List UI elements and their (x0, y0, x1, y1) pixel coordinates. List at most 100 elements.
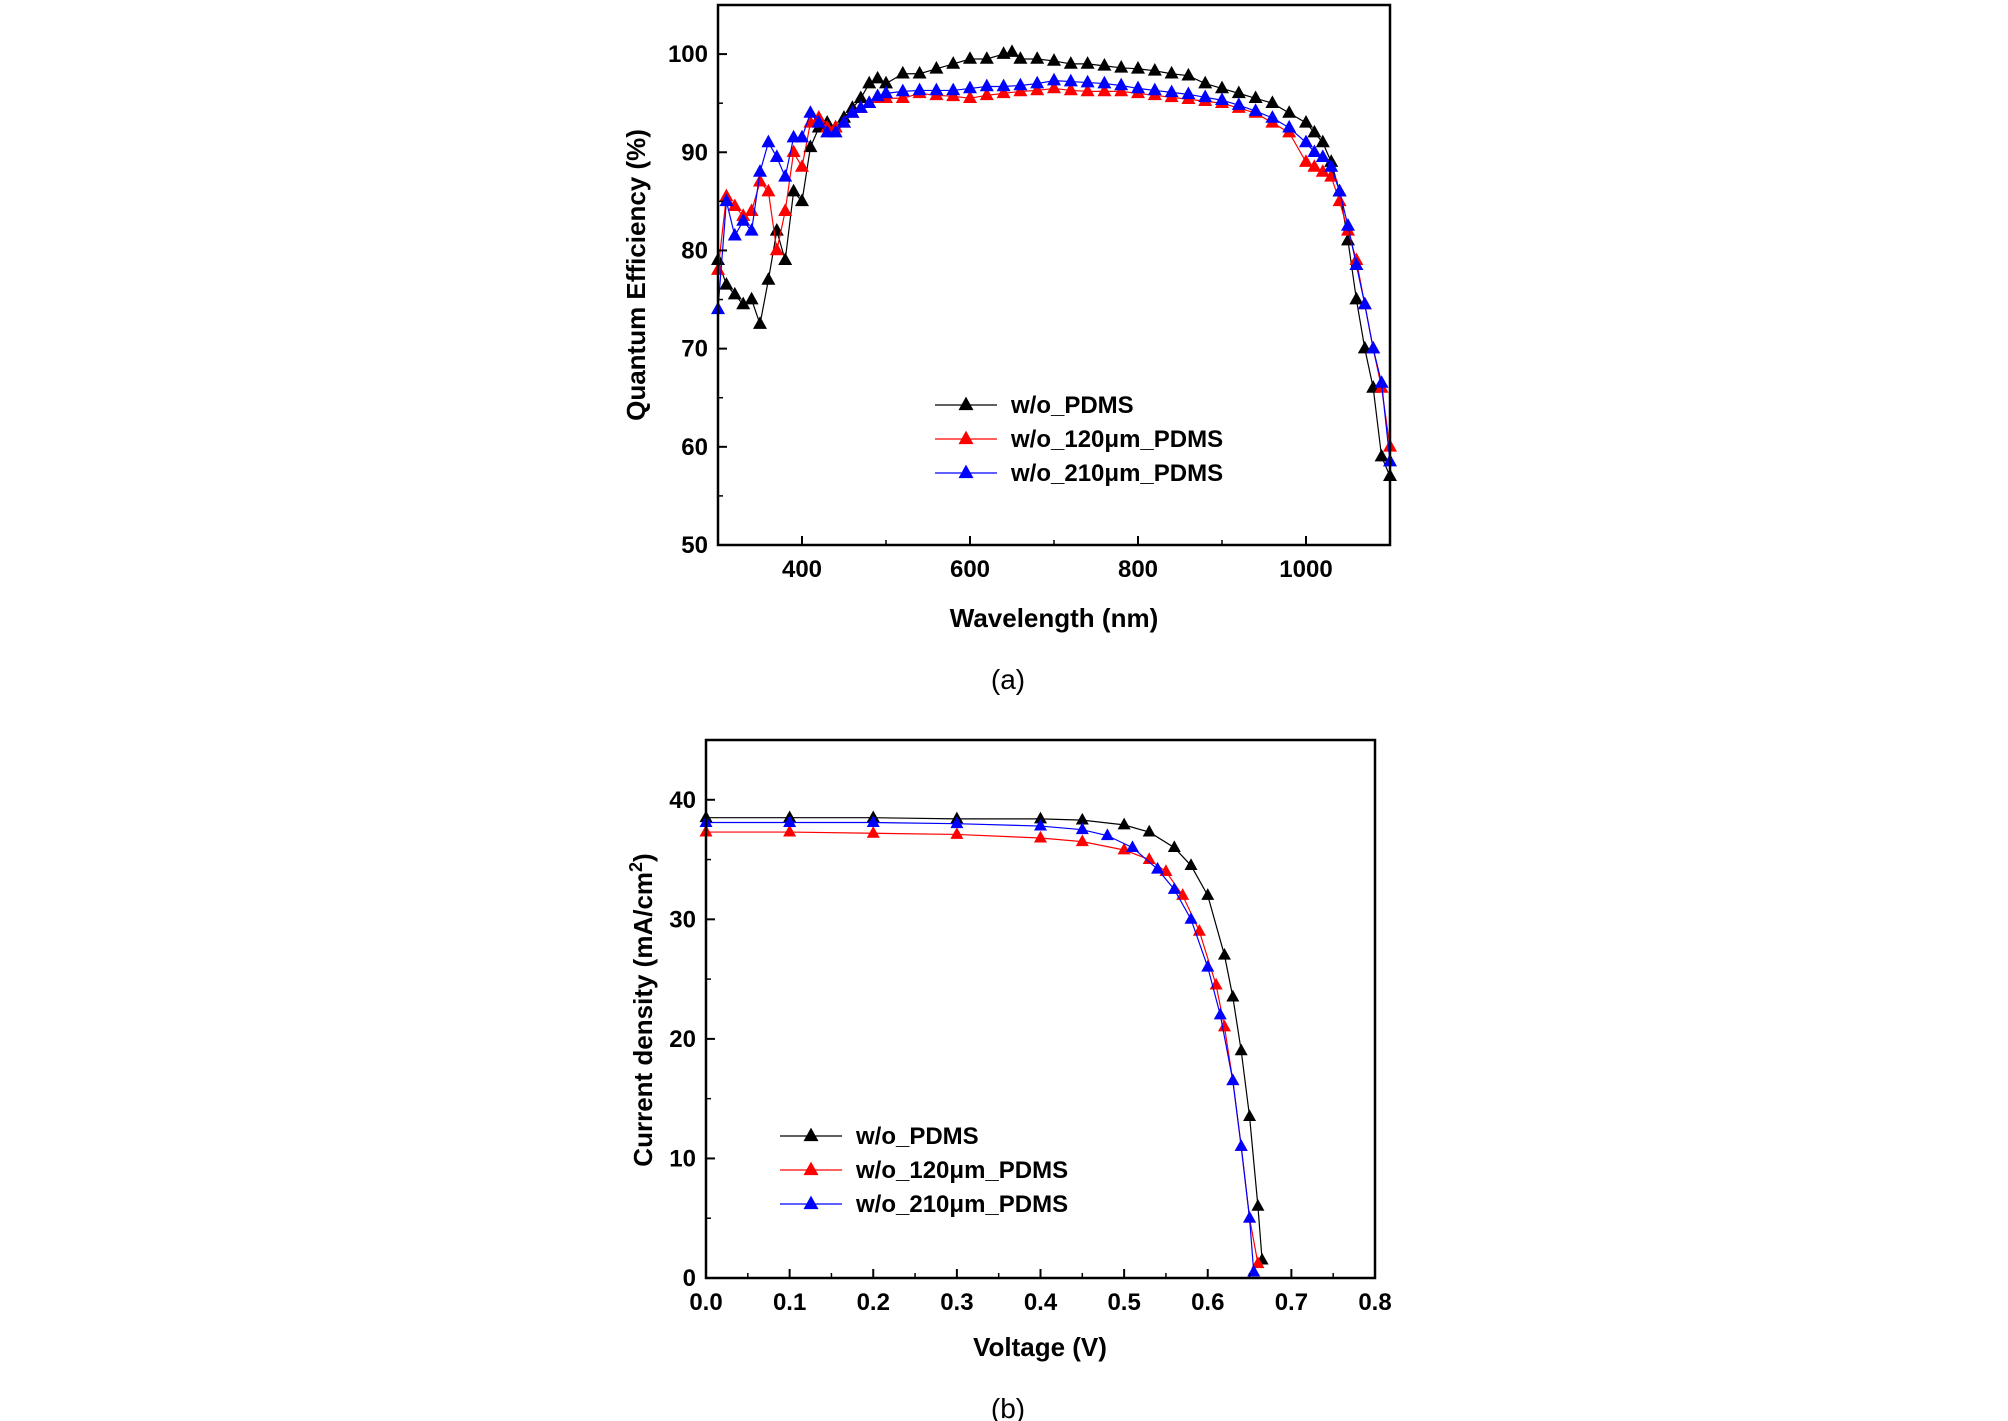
chart-a-series-2-point (828, 124, 843, 138)
chart-a-series-2-point (895, 83, 910, 97)
chart-a-series-1-point (769, 242, 784, 256)
chart-a-series-0-point (1030, 51, 1045, 64)
chart-b-series-0-point (1243, 1109, 1257, 1122)
chart-a-series-1-point (727, 198, 742, 212)
chart-a-series-0-point (803, 139, 818, 153)
chart-b-series (699, 810, 1269, 1277)
chart-a-legend-item-2: w/o_210μm_PDMS (935, 460, 1223, 487)
chart-a-series-2-point (1198, 89, 1213, 103)
chart-a-series-2-point (1315, 149, 1330, 162)
chart-a-legend-item-1: w/o_120μm_PDMS (935, 426, 1223, 453)
chart-b-series-2-point (866, 815, 880, 827)
chart-a-series-1-point (778, 203, 793, 216)
chart-a-series-0-point (744, 291, 759, 305)
chart-b-y-tick-label: 10 (669, 1145, 696, 1172)
chart-a-series-0-point (1005, 44, 1019, 57)
chart-b-series-2-point (1125, 840, 1139, 853)
chart-b-y-tick-label: 0 (683, 1265, 696, 1292)
chart-b-x-tick-label: 0.2 (857, 1289, 890, 1316)
chart-a-series-2-point (1063, 73, 1078, 87)
chart-b-series-2-point (1234, 1139, 1248, 1151)
chart-b-x-tick-label: 0.3 (940, 1289, 973, 1316)
chart-a-series-2-point (811, 115, 826, 128)
chart-b-legend-item-0: w/o_PDMS (780, 1123, 979, 1150)
chart-b-legend-marker (803, 1195, 819, 1210)
chart-b-x-tick-label: 0.1 (773, 1289, 806, 1316)
chart-a-series-1-point (1063, 82, 1078, 96)
chart-a-series-1-point (744, 203, 759, 216)
chart-a-panel-caption: (a) (991, 664, 1025, 695)
chart-a-series-2-point (845, 105, 860, 118)
chart-a-series-2-point (1013, 77, 1028, 91)
chart-a-series-0-point (1282, 105, 1297, 118)
chart-a-series-0-point (895, 65, 910, 79)
chart-a-series-0-point (1181, 67, 1196, 81)
chart-b-series-2-point (1167, 882, 1181, 894)
chart-a-series-1-point (979, 87, 994, 101)
chart-b-series-1-point (1142, 852, 1156, 865)
chart-a-legend-marker (958, 396, 974, 411)
chart-a-series-0-point (1315, 134, 1330, 148)
chart-b-y-tick-label: 40 (669, 787, 696, 814)
chart-a-series-2-point (1215, 92, 1229, 106)
chart-a-y-axis-label: Quantum Efficiency (%) (621, 129, 651, 421)
chart-b-legend-label: w/o_210μm_PDMS (855, 1191, 1068, 1218)
chart-a-series-2-point (1030, 75, 1045, 89)
chart-a-series-0-point (753, 316, 767, 329)
chart-a-legend-label: w/o_120μm_PDMS (1010, 426, 1223, 453)
chart-b-series-1-point (1176, 888, 1190, 900)
chart-a-series-2-point (1341, 218, 1355, 231)
chart-a-y-tick-label: 90 (681, 139, 708, 166)
chart-a-series-0-point (1047, 53, 1061, 66)
chart-a-y-tick-label: 100 (668, 41, 708, 68)
chart-b-series-2-point (1213, 1007, 1227, 1020)
chart-b-series-0 (699, 810, 1269, 1265)
chart-a-series-2-point (1047, 72, 1061, 86)
chart-a-series-2-point (929, 82, 944, 96)
chart-a-series-2-point (1349, 257, 1364, 270)
chart-a-series-2-point (1114, 77, 1129, 91)
chart-a-series-2-point (1324, 159, 1339, 172)
chart-a-series-2-point (879, 85, 893, 99)
chart-a-series-2-point (1366, 340, 1381, 354)
chart-a-series-0-point (761, 272, 776, 285)
chart-a-legend-label: w/o_PDMS (1010, 392, 1134, 419)
chart-a-series-0-point (879, 75, 893, 89)
chart-b-x-tick-label: 0.6 (1191, 1289, 1224, 1316)
chart-a-series-2-point (1131, 80, 1145, 94)
chart-a-series-0-point (1248, 90, 1263, 104)
chart-a-series-1-point (795, 159, 809, 172)
chart-a-series-0-point (1231, 85, 1246, 99)
chart-a-legend-marker (958, 430, 974, 445)
chart-b-x-tick-label: 0.5 (1107, 1289, 1140, 1316)
chart-b-series-2-point (1243, 1210, 1257, 1223)
chart-a-series-0-point (1164, 65, 1179, 79)
chart-b-series-2 (699, 815, 1261, 1277)
chart-a-series-2-point (1332, 183, 1347, 197)
chart-b-x-axis-label: Voltage (V) (973, 1332, 1107, 1362)
chart-a-series-2-point (1248, 103, 1263, 116)
chart-b-series-1-point (1075, 834, 1089, 847)
chart-b-legend-marker (803, 1161, 819, 1176)
chart-a-series-0-point (727, 286, 742, 300)
chart-a-quantum-efficiency: 400 600 800 1000 50 60 70 80 90 100 Wavelength (n… (621, 3, 1397, 695)
chart-a-series-0-point (1097, 58, 1112, 71)
chart-a-x-tick-label: 600 (950, 556, 990, 583)
chart-a-x-tick-label: 800 (1118, 556, 1158, 583)
chart-a-legend-item-0: w/o_PDMS (935, 392, 1134, 419)
chart-b-series-0-point (1217, 947, 1231, 960)
chart-b-series-1-point (950, 827, 964, 839)
chart-a-series-2-point (1265, 110, 1280, 123)
chart-b-series-2-point (1247, 1264, 1261, 1277)
chart-b-series-0-point (1226, 989, 1240, 1002)
chart-a-series-2-point (963, 80, 977, 94)
chart-b-series-0-point (1251, 1199, 1265, 1211)
chart-b-legend: w/o_PDMS w/o_120μm_PDMS w/o_210μm_PDMS (780, 1123, 1068, 1218)
chart-b-y-axis-label: Current density (mA/cm2) (626, 853, 658, 1166)
chart-a-series-1-point (996, 85, 1011, 99)
chart-b-x-tick-label: 0.8 (1358, 1289, 1391, 1316)
chart-a-x-tick-label: 400 (782, 556, 822, 583)
chart-a-series-0-point (1080, 56, 1095, 69)
chart-a-series-0-point (786, 183, 801, 197)
